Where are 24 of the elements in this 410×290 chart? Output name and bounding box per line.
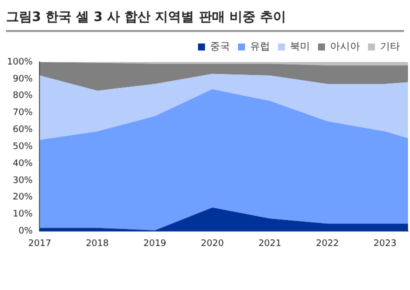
- legend-label: 유럽: [250, 42, 270, 53]
- x-tick-label: 2021: [258, 238, 282, 249]
- y-tick-label: 0%: [18, 226, 34, 237]
- y-tick-label: 60%: [12, 125, 34, 136]
- y-tick-label: 20%: [12, 192, 34, 203]
- legend-label: 중국: [210, 42, 230, 53]
- y-tick-label: 100%: [6, 57, 34, 68]
- x-tick-label: 2018: [86, 238, 109, 249]
- x-tick-label: 2020: [200, 238, 224, 249]
- y-tick-label: 80%: [12, 91, 34, 102]
- y-tick-label: 30%: [12, 176, 34, 186]
- legend-label: 북미: [290, 42, 310, 53]
- y-tick-label: 50%: [12, 142, 34, 152]
- y-tick-label: 90%: [12, 74, 34, 84]
- y-tick-label: 70%: [12, 108, 34, 118]
- y-tick-label: 10%: [12, 210, 34, 220]
- x-tick-label: 2022: [316, 238, 339, 249]
- legend-label: 기타: [380, 42, 400, 53]
- x-tick-label: 2019: [143, 238, 167, 249]
- x-tick-label: 2023: [374, 238, 396, 249]
- legend-label: 아시아: [330, 42, 360, 53]
- x-tick-label: 2017: [28, 238, 52, 249]
- chart-title: 그림3 한국 셀 3 사 합산 지역별 판매 비중 추이: [6, 8, 404, 32]
- y-tick-label: 40%: [12, 158, 34, 169]
